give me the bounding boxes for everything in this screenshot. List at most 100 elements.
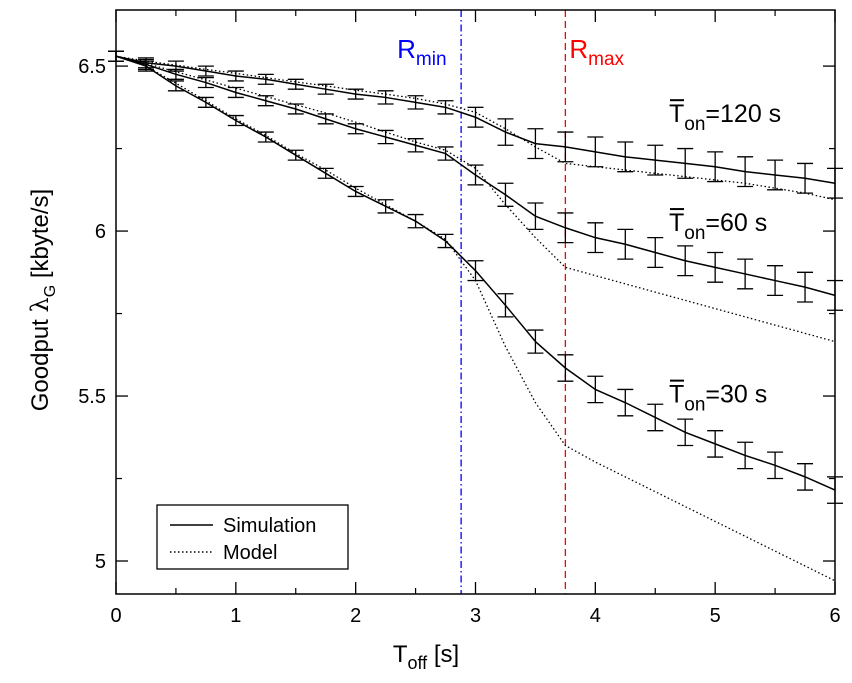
error-bar-120 (647, 144, 664, 176)
error-bar-30 (437, 233, 454, 249)
error-bar-120 (557, 131, 574, 163)
error-bar-60 (497, 182, 514, 207)
y-tick-label: 5 (95, 551, 106, 573)
series-label-sub: on (684, 223, 705, 244)
series-label-main: T (669, 209, 684, 237)
error-bar-30 (317, 167, 334, 179)
error-bar-60 (527, 202, 544, 231)
series-label-sub: on (684, 114, 705, 135)
error-bar-30 (557, 354, 574, 382)
x-tick-label: 6 (829, 605, 840, 627)
error-bar-120 (407, 95, 424, 110)
x-axis-label-sub: off (407, 653, 428, 673)
error-bar-30 (137, 60, 154, 72)
error-bar-60 (587, 222, 604, 254)
error-bar-30 (467, 260, 484, 282)
error-bar-60 (227, 86, 244, 99)
vline-label-main-min: R (397, 34, 416, 64)
vline-label-min: Rmin (397, 34, 446, 70)
model-line-60 (115, 55, 836, 343)
error-bar-60 (197, 76, 214, 89)
error-bar-30 (497, 293, 514, 318)
x-tick-label: 5 (710, 605, 721, 627)
x-axis-label-main: T (393, 641, 408, 668)
y-axis-label-unit: [kbyte/s] (27, 189, 54, 285)
series-label-tail: =60 s (705, 209, 767, 237)
error-bar-30 (527, 329, 544, 354)
error-bar-30 (287, 149, 304, 161)
vline-label-sub-min: min (416, 49, 447, 70)
legend: Simulation Model (156, 504, 349, 570)
legend-label: Model (223, 542, 277, 564)
error-bar-120 (617, 141, 634, 173)
x-axis-label-unit: [s] (427, 641, 459, 668)
vline-label-sub-max: max (588, 49, 624, 70)
error-bar-120 (227, 70, 244, 82)
error-bar-120 (737, 156, 754, 188)
error-bar-120 (497, 118, 514, 146)
error-bar-30 (647, 403, 664, 432)
error-bar-60 (647, 237, 664, 269)
error-bar-30 (797, 463, 814, 491)
y-axis-label-main: Goodput (27, 312, 54, 411)
x-tick-label: 3 (470, 605, 481, 627)
error-bar-30 (737, 441, 754, 470)
error-bar-60 (257, 95, 274, 107)
error-bar-120 (527, 128, 544, 160)
error-bar-30 (407, 213, 424, 229)
y-tick-label: 5.5 (78, 386, 106, 408)
y-tick-label: 6.5 (78, 56, 106, 78)
error-bar-120 (377, 90, 394, 105)
plot-area (108, 10, 843, 594)
error-bar-60 (287, 103, 304, 115)
series-120 (108, 50, 843, 201)
error-bar-60 (437, 146, 454, 161)
series-30 (108, 50, 843, 582)
error-bar-120 (317, 83, 334, 95)
error-bar-60 (377, 129, 394, 145)
error-bar-60 (617, 228, 634, 260)
error-bar-60 (737, 258, 754, 290)
series-label-sub: on (684, 395, 705, 416)
series-label-2: Ton=30 s (669, 381, 767, 416)
error-bar-60 (677, 245, 694, 277)
error-bar-120 (437, 100, 454, 115)
error-bar-30 (617, 388, 634, 417)
error-bar-60 (467, 164, 484, 186)
error-bar-30 (347, 185, 364, 198)
legend-label: Simulation (223, 515, 316, 537)
error-bar-120 (287, 78, 304, 90)
error-bar-60 (347, 123, 364, 135)
axes: 0 1 2 3 4 5 6 5 5.5 6 6.5 (78, 9, 841, 627)
error-bar-60 (797, 271, 814, 303)
x-tick-label: 1 (230, 605, 241, 627)
error-bar-30 (377, 199, 394, 214)
y-axis-label-symbol: λ (26, 297, 54, 312)
error-bar-120 (797, 162, 814, 194)
series-label-tail: =120 s (705, 100, 781, 128)
y-axis-label-sub: G (42, 285, 59, 297)
error-bar-30 (257, 131, 274, 143)
error-bar-60 (557, 212, 574, 244)
error-bar-30 (227, 114, 244, 127)
series-label-main: T (669, 381, 684, 409)
error-bar-30 (167, 80, 184, 92)
vline-label-max: Rmax (569, 34, 624, 70)
error-bar-120 (587, 136, 604, 168)
series-label-1: Ton=60 s (669, 209, 767, 244)
error-bar-30 (197, 96, 214, 108)
x-tick-label: 2 (350, 605, 361, 627)
y-tick-label: 6 (95, 221, 106, 243)
y-axis-label: Goodput λG [kbyte/s] (26, 189, 59, 411)
error-bar-60 (317, 113, 334, 125)
series-label-tail: =30 s (705, 381, 767, 409)
error-bar-60 (767, 265, 784, 297)
x-tick-label: 0 (110, 605, 121, 627)
legend-box (156, 504, 349, 570)
x-tick-label: 4 (590, 605, 601, 627)
series-label-0: Ton=120 s (669, 100, 781, 135)
error-bar-120 (767, 159, 784, 191)
model-line-30 (115, 55, 836, 582)
